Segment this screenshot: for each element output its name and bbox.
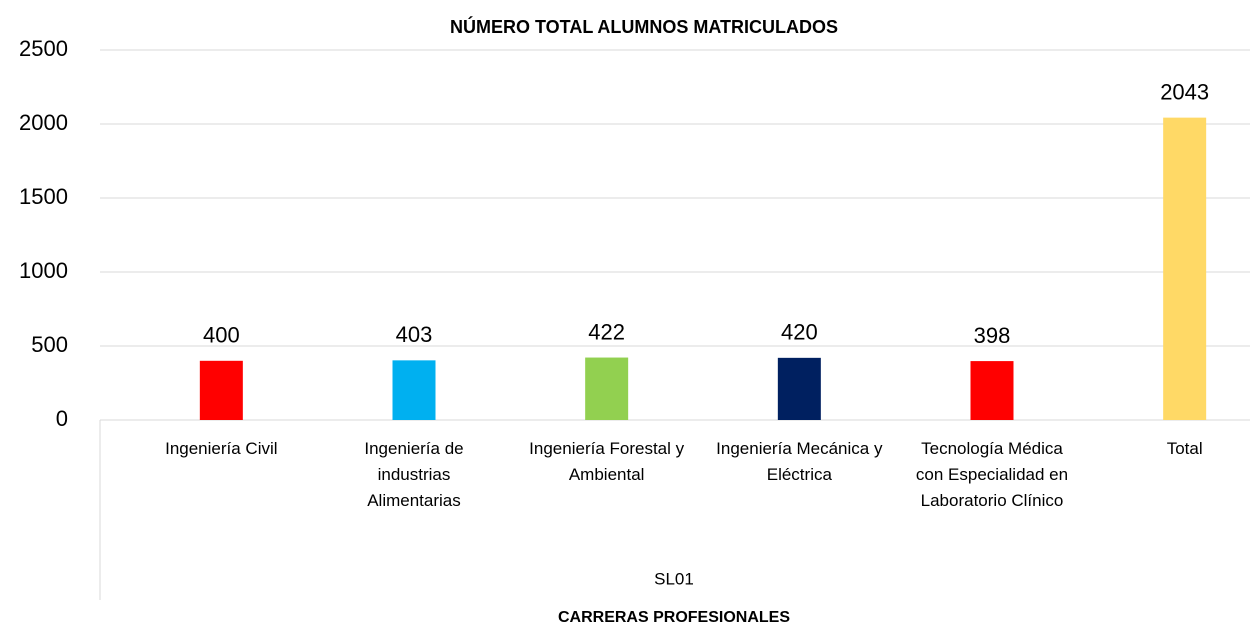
y-tick-label: 1000 bbox=[19, 258, 68, 283]
data-label: 422 bbox=[588, 319, 625, 344]
x-tick-label: Ingeniería Civil bbox=[165, 439, 278, 458]
x-axis-title: CARRERAS PROFESIONALES bbox=[558, 609, 790, 626]
data-label: 420 bbox=[781, 320, 818, 345]
group-label: SL01 bbox=[654, 569, 694, 588]
x-tick-label: Ingeniería Forestal y Ambiental bbox=[529, 439, 685, 484]
bar bbox=[777, 357, 821, 420]
bar bbox=[392, 360, 436, 420]
x-tick-label: Total bbox=[1166, 439, 1203, 458]
y-tick-label: 2000 bbox=[19, 110, 68, 135]
y-tick-label: 0 bbox=[56, 406, 68, 431]
x-tick-label: Ingeniería de industrias Alimentarias bbox=[364, 439, 464, 510]
bar bbox=[970, 361, 1014, 420]
x-tick-label: Ingeniería Mecánica y Eléctrica bbox=[716, 439, 883, 484]
x-tick-label: Tecnología Médica con Especialidad en La… bbox=[915, 439, 1069, 510]
y-tick-label: 1500 bbox=[19, 184, 68, 209]
bar bbox=[585, 357, 629, 420]
chart-title: NÚMERO TOTAL ALUMNOS MATRICULADOS bbox=[450, 16, 838, 37]
data-label: 2043 bbox=[1160, 79, 1209, 104]
bar bbox=[199, 360, 243, 420]
bar bbox=[1163, 117, 1207, 421]
y-tick-label: 500 bbox=[31, 332, 68, 357]
data-label: 400 bbox=[203, 323, 240, 348]
y-tick-label: 2500 bbox=[19, 36, 68, 61]
data-label: 403 bbox=[396, 322, 433, 347]
data-label: 398 bbox=[974, 323, 1011, 348]
